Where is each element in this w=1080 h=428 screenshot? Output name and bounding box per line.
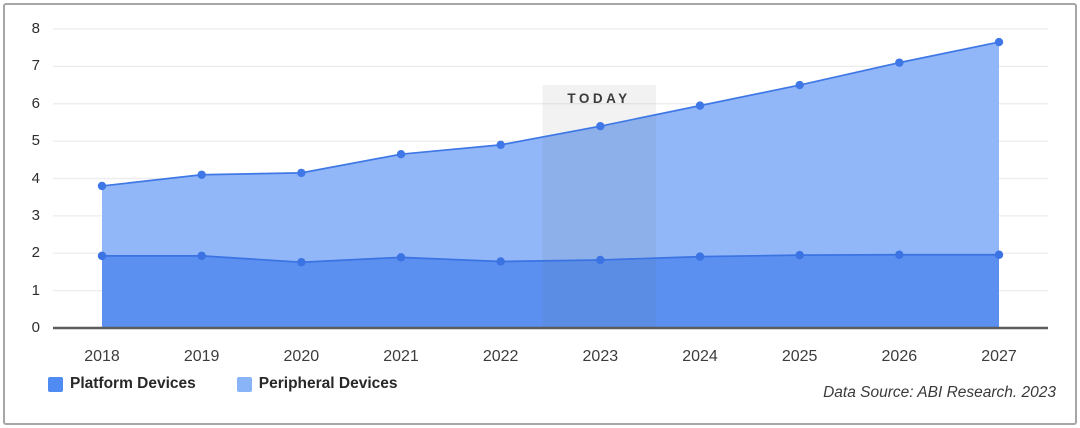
x-axis-label-2018: 2018 — [84, 348, 120, 365]
legend-label-platform-devices: Platform Devices — [70, 375, 196, 392]
platform-data-point — [895, 250, 904, 259]
peripheral-data-point — [994, 37, 1004, 47]
x-axis-label-2019: 2019 — [183, 348, 220, 365]
y-tick-label-8: 8 — [31, 20, 40, 37]
y-tick-label-3: 3 — [31, 206, 40, 224]
x-axis-label-2020: 2020 — [283, 348, 320, 365]
platform-devices-swatch — [48, 376, 63, 392]
platform-data-point — [795, 250, 804, 260]
platform-data-point — [596, 255, 605, 265]
legend-item-peripheral-devices: Peripheral Devices — [236, 375, 398, 393]
peripheral-data-point — [695, 101, 705, 110]
legend-item-platform-devices: Platform Devices — [48, 375, 196, 393]
legend-label-peripheral-devices: Peripheral Devices — [258, 375, 398, 392]
y-tick-label-6: 6 — [31, 94, 40, 112]
x-axis-label-2023: 2023 — [582, 348, 619, 365]
peripheral-devices-swatch — [236, 376, 252, 392]
x-axis-label-2026: 2026 — [881, 348, 918, 365]
y-tick-label-0: 0 — [31, 319, 40, 336]
platform-data-point — [197, 251, 206, 261]
platform-data-point — [496, 257, 505, 266]
data-source-note: Data Source: ABI Research. 2023 — [823, 384, 1056, 401]
x-axis-label-2022: 2022 — [482, 348, 519, 365]
peripheral-data-point — [97, 181, 107, 191]
y-tick-label-7: 7 — [31, 57, 40, 75]
peripheral-data-point — [596, 121, 605, 131]
platform-data-point — [695, 252, 705, 261]
platform-devices-line — [102, 253, 1000, 264]
platform-data-point — [297, 258, 306, 267]
y-tick-label-2: 2 — [31, 244, 40, 262]
peripheral-devices-area — [102, 42, 1000, 263]
platform-data-point — [994, 250, 1004, 259]
peripheral-data-point — [197, 170, 206, 179]
today-label: TODAY — [567, 91, 631, 106]
x-axis-label-2027: 2027 — [981, 348, 1017, 365]
x-axis-label-2021: 2021 — [383, 348, 419, 365]
x-axis-label-2025: 2025 — [781, 348, 818, 365]
peripheral-devices-line — [101, 41, 1000, 187]
peripheral-data-point — [297, 168, 306, 178]
y-tick-label-1: 1 — [31, 281, 40, 299]
today-band — [542, 85, 657, 328]
platform-devices-area — [102, 254, 1000, 328]
y-tick-label-4: 4 — [31, 169, 40, 187]
x-axis-label-2024: 2024 — [682, 348, 718, 365]
peripheral-data-point — [396, 150, 406, 159]
peripheral-data-point — [895, 58, 904, 67]
platform-data-point — [396, 253, 406, 262]
legend: Platform Devices Peripheral Devices — [48, 375, 398, 393]
platform-data-point — [97, 251, 107, 261]
peripheral-data-point — [496, 140, 505, 150]
peripheral-data-point — [795, 80, 804, 90]
y-tick-label-5: 5 — [31, 132, 40, 150]
